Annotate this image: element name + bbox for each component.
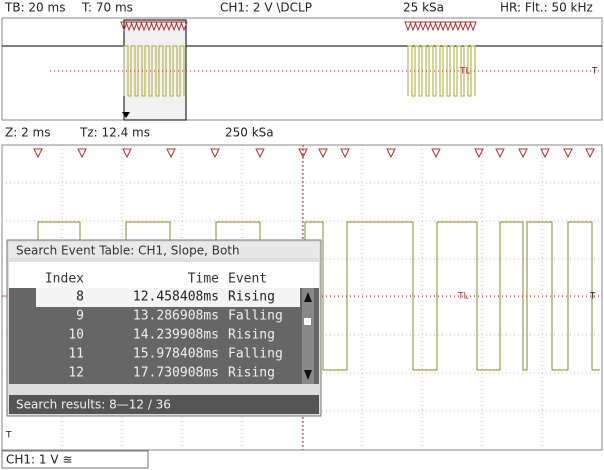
event-marker [386, 148, 396, 159]
event-marker [518, 148, 528, 159]
event-marker [166, 148, 176, 159]
scrollbar [302, 288, 314, 384]
event-marker [33, 148, 43, 159]
row-time: 14.239908ms [133, 328, 219, 343]
channel-label: CH1: 1 V ≊ [6, 453, 72, 467]
event-marker [474, 148, 484, 159]
column-header: Time [188, 272, 219, 287]
table-header-bg [9, 262, 319, 288]
t-marker-right: T [589, 292, 596, 302]
trigger-pointer [122, 112, 130, 118]
status-bar: TB: 20 ms T: 70 ms CH1: 2 V \DCLP 25 kSa… [4, 1, 593, 15]
table-rows: 8 12.458408ms Rising 9 13.286908ms Falling 10 1… [68, 290, 282, 381]
channel-box [1, 450, 149, 469]
zoom: Z: 2 ms [5, 126, 50, 140]
zoom-bar: Z: 2 ms Tz: 12.4 ms 250 kSa [5, 126, 274, 140]
column-header: Index [45, 272, 84, 287]
footer-bar [9, 395, 319, 414]
zoom-sample-rate: 250 kSa [225, 126, 274, 140]
zoom-time: Tz: 12.4 ms [79, 126, 150, 140]
row-time: 17.730908ms [133, 366, 219, 381]
event-marker [318, 148, 328, 159]
column-header: Event [228, 272, 267, 287]
event-marker [585, 148, 595, 159]
event-marker [77, 148, 87, 159]
event-marker [563, 148, 573, 159]
event-marker [540, 148, 550, 159]
timebase: TB: 20 ms [4, 1, 65, 15]
row-time: 12.458408ms [133, 290, 219, 305]
row-index: 8 [76, 290, 84, 305]
overview-signal [123, 45, 185, 97]
filter: HR: Flt.: 50 kHz [500, 1, 593, 15]
row-event: Falling [228, 309, 283, 324]
row-index: 10 [68, 328, 84, 343]
event-marker [431, 148, 441, 159]
event-marker [122, 148, 132, 159]
event-marker [340, 148, 350, 159]
search-results: Search results: 8—12 / 36 [16, 398, 171, 412]
table-title: Search Event Table: CH1, Slope, Both [16, 244, 240, 258]
tl-marker: TL [457, 292, 469, 302]
overview-markers [404, 21, 477, 32]
event-marker [255, 148, 265, 159]
scroll-up[interactable] [304, 292, 312, 302]
trigger-time: T: 70 ms [81, 1, 133, 15]
selected-row [36, 288, 300, 307]
scroll-down[interactable] [304, 370, 312, 380]
overview-panel [1, 17, 603, 121]
overview-tl-marker: TL [459, 67, 471, 77]
main-wave [2, 148, 600, 371]
channel-setting: CH1: 2 V \DCLP [220, 1, 312, 15]
search-table: Search Event Table: CH1, Slope, Both Ind… [6, 239, 322, 417]
overview-markers [120, 21, 188, 32]
scroll-thumb[interactable] [304, 318, 311, 325]
sample-rate: 25 kSa [403, 1, 444, 15]
row-event: Rising [228, 328, 275, 343]
t-marker-left: T [5, 431, 12, 441]
signal [2, 221, 600, 371]
row-index: 11 [68, 347, 84, 362]
overview-t-marker: T [591, 67, 598, 77]
zoom-window [123, 19, 187, 121]
row-index: 9 [76, 309, 84, 324]
event-marker [298, 148, 308, 159]
event-marker [495, 148, 505, 159]
overview-wave [120, 21, 477, 118]
row-event: Rising [228, 366, 275, 381]
table-title-bar [9, 242, 319, 258]
event-marker [210, 148, 220, 159]
row-index: 12 [68, 366, 84, 381]
row-time: 13.286908ms [133, 309, 219, 324]
row-event: Falling [228, 347, 283, 362]
row-time: 15.978408ms [133, 347, 219, 362]
row-event: Rising [228, 290, 275, 305]
